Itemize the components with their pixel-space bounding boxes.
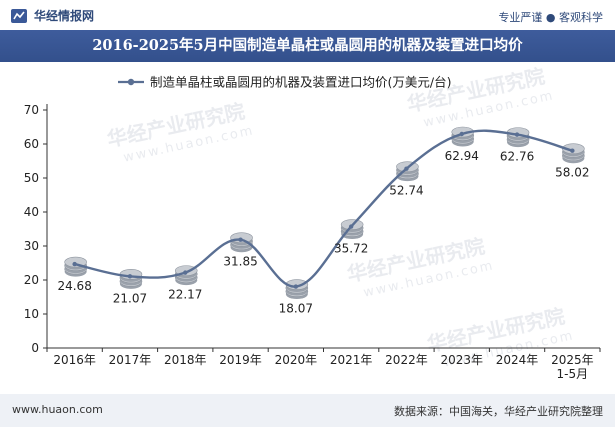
data-point (238, 237, 243, 242)
y-tick-label: 20 (24, 273, 39, 287)
footer: www.huaon.com 数据来源：中国海关，华经产业研究院整理 (0, 394, 615, 427)
y-tick-label: 70 (24, 103, 39, 117)
data-point (404, 166, 409, 171)
x-tick-label: 1-5月 (557, 367, 589, 381)
series-layer (72, 129, 575, 289)
x-tick-label: 2018年 (164, 353, 207, 367)
chart-title: 2016-2025年5月中国制造单晶柱或晶圆用的机器及装置进口均价 (92, 37, 523, 54)
y-tick-label: 50 (24, 171, 39, 185)
axes: 0 10 20 30 40 50 60 70 2016年 2017年 2018年 2019年 2020年… (24, 103, 601, 381)
coin-stack (562, 143, 585, 164)
y-tick-label: 60 (24, 137, 39, 151)
x-tick-label: 2020年 (275, 353, 318, 367)
logo-icon (11, 8, 27, 23)
data-label: 35.72 (334, 242, 368, 256)
slogan: 专业严谨 ● 客观科学 (498, 11, 603, 24)
logo-text: 华经情报网 (34, 9, 95, 23)
footer-source: 数据来源：中国海关，华经产业研究院整理 (394, 405, 603, 418)
data-point (570, 148, 575, 153)
data-point (459, 131, 464, 137)
coin (562, 143, 585, 155)
x-tick-label: 2017年 (109, 353, 152, 367)
y-tick-label: 40 (24, 205, 39, 219)
data-label: 22.17 (168, 288, 202, 302)
x-tick-label: 2016年 (53, 353, 96, 367)
data-point (348, 224, 354, 229)
legend: 制造单晶柱或晶圆用的机器及装置进口均价(万美元/台) (118, 75, 451, 90)
data-label: 62.76 (500, 150, 534, 164)
y-tick-label: 30 (24, 239, 39, 253)
data-point (72, 261, 77, 267)
data-point (127, 274, 133, 279)
series-line (74, 129, 573, 288)
legend-marker (127, 78, 135, 86)
logo: 华经情报网 (10, 7, 94, 24)
coin-stack (119, 269, 143, 289)
data-label: 52.74 (389, 184, 423, 198)
data-label: 21.07 (113, 291, 147, 305)
footer-website[interactable]: www.huaon.com (12, 403, 103, 416)
x-tick-label: 2022年 (385, 353, 428, 367)
data-point (293, 284, 299, 289)
x-tick-label: 2019年 (219, 353, 262, 367)
x-tick-label: 2025年 (551, 353, 594, 367)
data-label: 58.02 (555, 166, 589, 180)
legend-label: 制造单晶柱或晶圆用的机器及装置进口均价(万美元/台) (150, 75, 451, 90)
x-tick-label: 2021年 (330, 353, 373, 367)
title-bar: 2016-2025年5月中国制造单晶柱或晶圆用的机器及装置进口均价 (0, 30, 615, 62)
x-tick-label: 2023年 (440, 353, 483, 367)
x-tick-label: 2024年 (496, 353, 539, 367)
data-point (183, 270, 188, 275)
data-labels: 24.68 21.07 22.17 31.85 18.07 35.72 52.74 62.94… (57, 149, 589, 316)
data-label: 18.07 (279, 302, 313, 316)
y-tick-label: 10 (24, 307, 39, 321)
coin-stack (396, 161, 419, 182)
top-bar: 华经情报网 专业严谨 ● 客观科学 (0, 0, 615, 30)
data-label: 62.94 (445, 149, 479, 163)
data-label: 31.85 (223, 255, 257, 269)
data-point (514, 132, 520, 137)
y-tick-label: 0 (31, 341, 39, 355)
data-label: 24.68 (57, 279, 91, 293)
